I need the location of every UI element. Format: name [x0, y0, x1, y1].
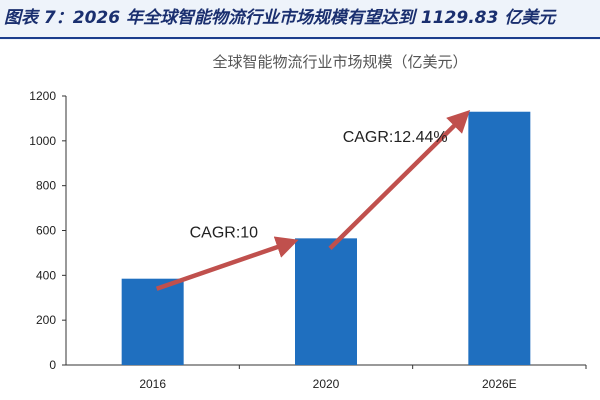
- x-tick-label: 2020: [313, 377, 340, 391]
- y-axis-ticks: 0 200 400 600 800 1000 1200: [29, 89, 66, 372]
- cagr-annotations: CAGR:10 CAGR:12.44%: [155, 110, 471, 291]
- y-tick-label: 800: [36, 179, 56, 193]
- title-divider: [0, 37, 600, 39]
- cagr-arrow: [155, 236, 299, 291]
- y-tick-label: 400: [36, 268, 56, 282]
- figure-title: 图表 7：2026 年全球智能物流行业市场规模有望达到 1129.83 亿美元: [4, 8, 556, 28]
- chart-panel: 全球智能物流行业市场规模（亿美元） 0 200 400 600 800 1000 1200 …: [0, 40, 600, 400]
- cagr-label: CAGR:12.44%: [343, 129, 448, 146]
- bars: [121, 111, 531, 366]
- bar-2026E: [468, 111, 531, 366]
- y-tick-label: 0: [49, 358, 56, 372]
- cagr-arrow: [328, 110, 471, 250]
- x-tick-label: 2026E: [482, 377, 517, 391]
- bar-chart: 全球智能物流行业市场规模（亿美元） 020040060080010001200 …: [29, 53, 587, 391]
- bar-2020: [295, 238, 357, 365]
- y-tick-label: 200: [36, 313, 56, 327]
- y-tick-label: 1000: [29, 134, 56, 148]
- y-tick-label: 600: [36, 224, 56, 238]
- x-tick-label: 2016: [139, 377, 166, 391]
- bar-2016: [121, 278, 184, 365]
- x-axis-labels: 2016 2020 2026E: [139, 365, 587, 391]
- chart-title: 全球智能物流行业市场规模（亿美元）: [212, 53, 467, 71]
- y-tick-label: 1200: [29, 89, 56, 103]
- cagr-label: CAGR:10: [190, 225, 259, 242]
